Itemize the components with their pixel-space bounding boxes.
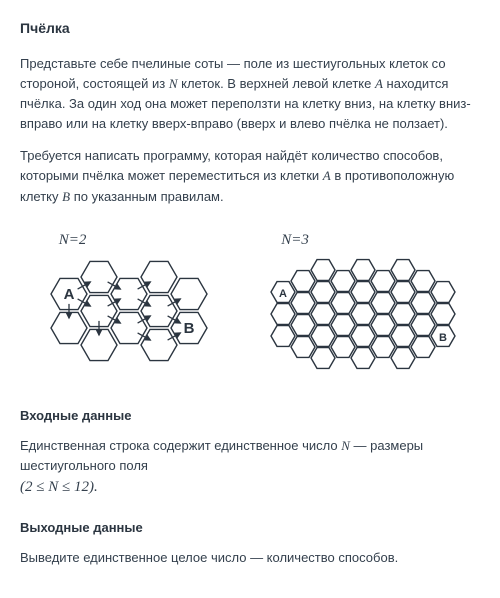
- hex-cell: [391, 304, 415, 325]
- hex-cell: [111, 312, 147, 343]
- hex-cell: [431, 304, 455, 325]
- hex-cell: [371, 315, 395, 336]
- hex-cell: [331, 315, 355, 336]
- hex-cell: [351, 260, 375, 281]
- hex-cell: [141, 295, 177, 326]
- hex-cell: [311, 282, 335, 303]
- hex-cell: [311, 326, 335, 347]
- math-constraint: (2 ≤ N ≤ 12).: [20, 479, 98, 495]
- hex-cell: [311, 304, 335, 325]
- hex-cell: [431, 282, 455, 303]
- output-header: Выходные данные: [20, 518, 480, 538]
- math-N: N: [169, 76, 178, 91]
- hex-cell: [141, 329, 177, 360]
- input-text: Единственная строка содержит единственно…: [20, 436, 480, 500]
- hex-cell: [331, 271, 355, 292]
- hex-cell: [411, 337, 435, 358]
- output-text: Выведите единственное целое число — коли…: [20, 548, 480, 568]
- hex-cell: [351, 304, 375, 325]
- hex-cell: [291, 271, 315, 292]
- hex-cell: [141, 261, 177, 292]
- hex-cell: [371, 337, 395, 358]
- hex-cell: [271, 326, 295, 347]
- diagram-n2-label: N=2: [59, 229, 87, 252]
- hex-cell: [81, 261, 117, 292]
- cell-label-A: A: [63, 286, 74, 303]
- math-A: A: [323, 168, 331, 183]
- hex-cell: [171, 278, 207, 309]
- page-title: Пчёлка: [20, 18, 480, 40]
- intro-paragraph-2: Требуется написать программу, которая на…: [20, 146, 480, 206]
- cell-label-B: B: [439, 332, 447, 344]
- diagram-n3: N=3 AB: [261, 229, 461, 376]
- math-N: N: [341, 438, 350, 453]
- cell-label-A: A: [279, 288, 287, 300]
- hex-cell: [391, 326, 415, 347]
- input-header: Входные данные: [20, 406, 480, 426]
- hex-cell: [311, 260, 335, 281]
- hex-cell: [351, 282, 375, 303]
- hex-cell: [391, 282, 415, 303]
- text: по указанным правилам.: [70, 189, 224, 204]
- hex-cell: [351, 348, 375, 369]
- hex-cell: [411, 271, 435, 292]
- hex-cell: [271, 304, 295, 325]
- hex-cell: [331, 337, 355, 358]
- intro-paragraph-1: Представьте себе пчелиные соты — поле из…: [20, 54, 480, 135]
- hexgrid-n2: AB: [39, 256, 224, 376]
- hex-cell: [331, 293, 355, 314]
- hex-cell: [351, 326, 375, 347]
- hex-cell: [291, 337, 315, 358]
- hex-cell: [291, 315, 315, 336]
- math-B: B: [62, 189, 70, 204]
- text: Единственная строка содержит единственно…: [20, 438, 341, 453]
- math-A: A: [375, 76, 383, 91]
- hex-cell: [391, 260, 415, 281]
- hex-cell: [371, 271, 395, 292]
- hex-cell: [371, 293, 395, 314]
- hex-cell: [411, 315, 435, 336]
- diagram-n2: N=2 AB: [39, 229, 224, 376]
- hex-cell: [411, 293, 435, 314]
- cell-label-B: B: [183, 320, 194, 337]
- hex-cell: [391, 348, 415, 369]
- hexgrid-n3: AB: [261, 256, 461, 376]
- hex-cell: [311, 348, 335, 369]
- diagram-container: N=2 AB N=3 AB: [20, 229, 480, 376]
- text: клеток. В верхней левой клетке: [178, 76, 375, 91]
- diagram-n3-label: N=3: [281, 229, 309, 252]
- hex-cell: [111, 278, 147, 309]
- hex-cell: [291, 293, 315, 314]
